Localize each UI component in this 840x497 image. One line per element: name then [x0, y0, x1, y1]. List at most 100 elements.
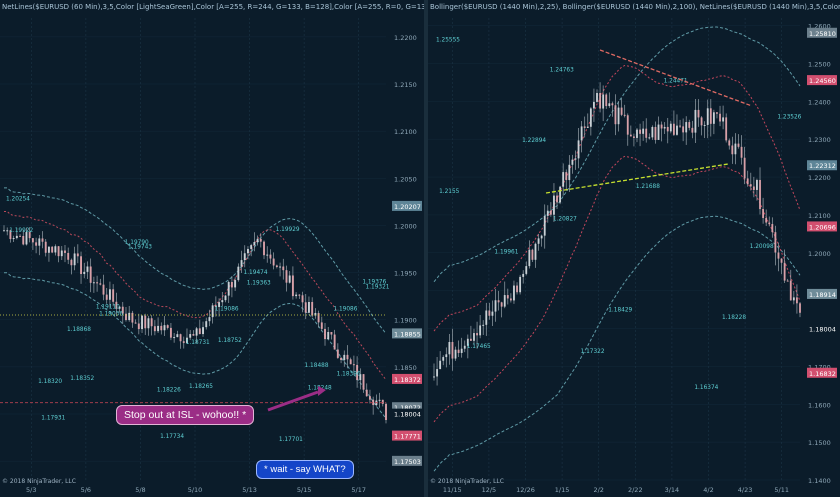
- candle-body: [737, 143, 740, 147]
- candle-body: [202, 327, 204, 335]
- candle-body: [771, 224, 774, 233]
- price-annotation: 1.18488: [305, 363, 329, 369]
- candle-body: [463, 345, 466, 349]
- pane-divider[interactable]: [424, 0, 428, 497]
- candle-body: [528, 249, 531, 267]
- candle-body: [89, 266, 92, 283]
- candle-body: [580, 126, 583, 141]
- candle-body: [617, 107, 620, 125]
- candle-body: [577, 140, 580, 159]
- candle-body: [336, 349, 339, 358]
- candle-body: [291, 275, 294, 297]
- price-tag-label: 1.24560: [809, 77, 836, 85]
- y-tick-label: 1.2100: [808, 212, 831, 220]
- candle-body: [762, 209, 765, 219]
- price-annotation: 1.17322: [581, 349, 605, 355]
- candle-body: [137, 323, 140, 330]
- candle-body: [706, 108, 709, 125]
- lower-band: [3, 272, 387, 419]
- x-tick-label: 5/11: [774, 486, 789, 494]
- x-tick-label: 5/6: [81, 486, 91, 494]
- candle-body: [537, 238, 540, 244]
- candle-body: [436, 369, 438, 377]
- daily-copyright: © 2018 NinjaTrader, LLC: [430, 478, 504, 485]
- candle-body: [691, 127, 694, 133]
- candle-body: [491, 311, 494, 316]
- price-annotation: 1.25555: [436, 37, 460, 43]
- candle-body: [469, 338, 472, 341]
- price-annotation: 1.17701: [279, 437, 303, 443]
- candle-body: [295, 294, 298, 297]
- candle-body: [676, 125, 678, 135]
- candle-body: [67, 252, 70, 260]
- y-tick-label: 1.1700: [808, 363, 831, 371]
- price-annotation: 1.19922: [9, 228, 33, 234]
- candle-body: [457, 349, 460, 353]
- price-annotation: 1.19474: [244, 270, 268, 276]
- candle-body: [340, 357, 343, 360]
- candle-body: [186, 337, 188, 343]
- price-annotation: 1.17465: [467, 344, 491, 350]
- candle-body: [301, 295, 304, 303]
- candle-body: [516, 285, 518, 293]
- candle-body: [102, 284, 105, 295]
- price-annotation: 1.19790: [125, 240, 149, 246]
- candle-body: [768, 222, 771, 225]
- y-tick-label: 1.2300: [808, 136, 831, 144]
- candle-body: [543, 215, 546, 236]
- price-tag: [807, 323, 837, 334]
- candle-body: [500, 302, 503, 307]
- price-annotation: 1.19376: [362, 279, 386, 285]
- candle-body: [378, 399, 381, 401]
- x-tick-label: 5/15: [297, 486, 312, 494]
- candle-body: [282, 266, 285, 271]
- candle-body: [571, 159, 574, 165]
- candle-body: [31, 238, 34, 243]
- candle-body: [352, 364, 355, 366]
- y-tick-label: 1.2150: [394, 81, 417, 89]
- candle-body: [54, 246, 57, 253]
- x-tick-label: 5/13: [242, 486, 257, 494]
- price-tag: [807, 288, 837, 299]
- candle-body: [263, 241, 265, 256]
- daily-chart-header: Bollinger($EURUSD (1440 Min),2,25), Boll…: [430, 3, 840, 11]
- y-tick-label: 1.2100: [394, 128, 417, 136]
- candle-body: [234, 280, 237, 288]
- candle-body: [485, 310, 488, 325]
- candle-body: [479, 325, 482, 336]
- candle-body: [211, 305, 214, 318]
- price-tag: [807, 367, 837, 378]
- candle-body: [169, 327, 172, 338]
- price-tag-label: 1.22312: [809, 162, 836, 170]
- candle-body: [473, 333, 475, 341]
- candle-body: [108, 289, 111, 300]
- candle-body: [141, 315, 143, 330]
- candle-body: [28, 232, 31, 239]
- price-annotation: 1.19363: [247, 280, 271, 286]
- candle-body: [593, 101, 595, 109]
- candle-body: [105, 294, 108, 300]
- candle-body: [466, 338, 469, 346]
- support-trendline: [545, 163, 729, 194]
- price-annotation: 1.18265: [189, 384, 213, 390]
- candle-body: [362, 374, 365, 390]
- candle-body: [275, 265, 278, 267]
- y-tick-label: 1.1900: [394, 317, 417, 325]
- candle-body: [703, 124, 706, 126]
- y-tick-label: 1.1500: [808, 439, 831, 447]
- candle-body: [70, 259, 73, 266]
- price-tag: [807, 160, 837, 171]
- candle-body: [57, 246, 60, 257]
- candle-body: [442, 357, 445, 361]
- candle-body: [445, 354, 448, 358]
- price-annotation: 1.18228: [722, 315, 746, 321]
- candle-body: [208, 317, 211, 322]
- candle-body: [327, 332, 330, 340]
- candle-body: [488, 310, 491, 316]
- candle-body: [583, 126, 586, 128]
- candle-body: [620, 107, 623, 115]
- candle-body: [786, 280, 789, 282]
- price-tag-label: 1.25810: [809, 30, 836, 38]
- candle-body: [381, 399, 384, 404]
- candle-body: [176, 334, 179, 338]
